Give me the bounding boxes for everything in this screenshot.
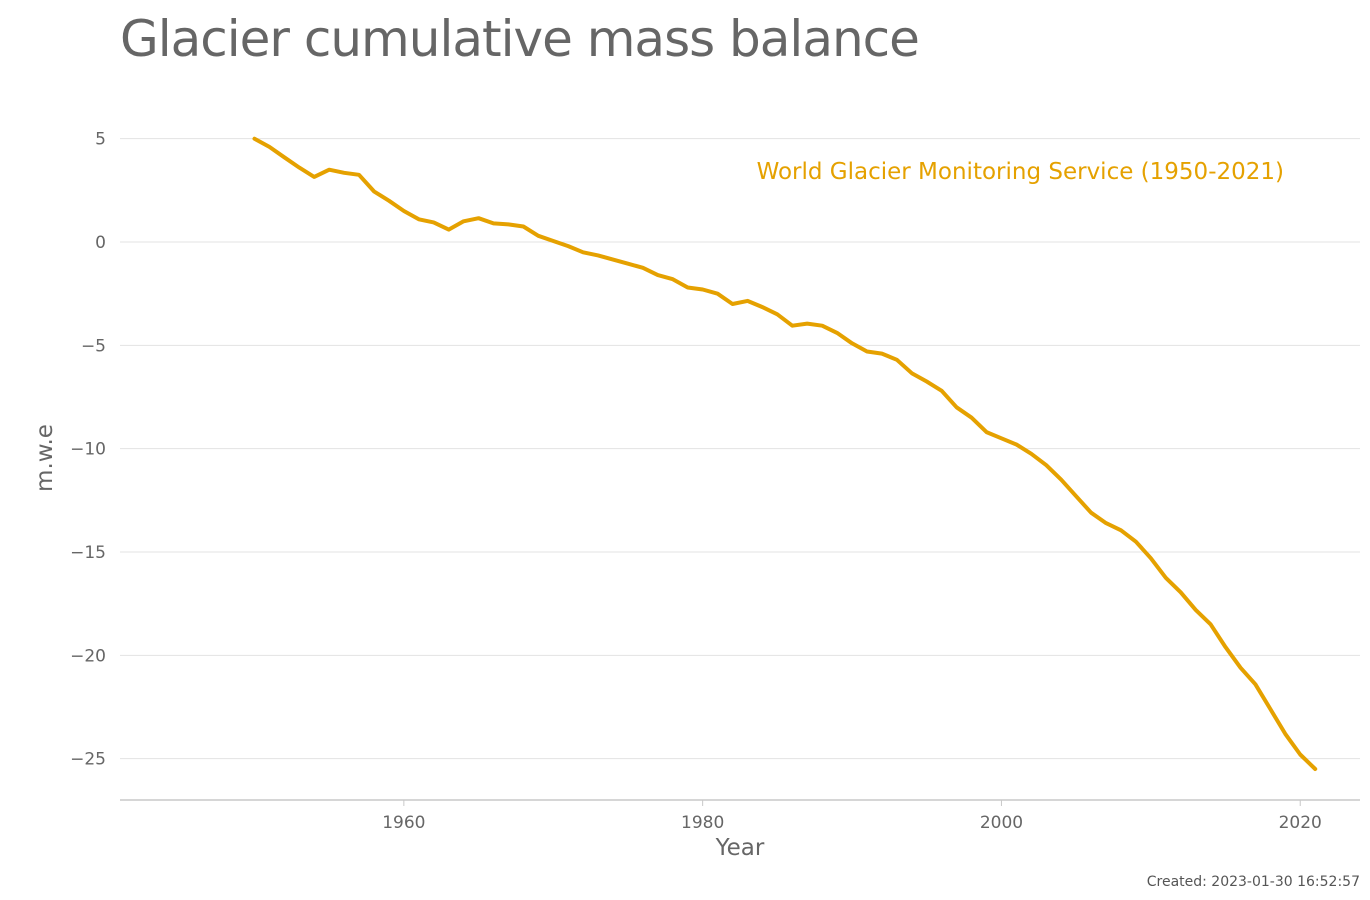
created-timestamp: Created: 2023-01-30 16:52:57	[1146, 874, 1360, 890]
series-layer	[252, 136, 1318, 771]
x-tick-label: 1960	[382, 813, 425, 833]
labels: 5 0 −5 −10 −15 −20 −25 1960 1980 2000 2020 Year m.w.…	[32, 130, 1322, 861]
chart-title: Glacier cumulative mass balance	[120, 10, 920, 68]
axes	[120, 799, 1360, 806]
x-tick-label: 1980	[681, 813, 724, 833]
x-axis-label: Year	[715, 835, 765, 861]
y-tick-label: 5	[95, 130, 106, 150]
gridlines	[120, 138, 1360, 760]
y-axis-label: m.w.e	[32, 424, 58, 492]
series-line	[252, 136, 1318, 771]
y-tick-label: −5	[81, 336, 106, 356]
y-tick-label: 0	[95, 233, 106, 253]
x-tick-label: 2020	[1279, 813, 1322, 833]
x-tick-label: 2000	[980, 813, 1023, 833]
y-tick-label: −15	[70, 543, 106, 563]
y-tick-label: −20	[70, 646, 106, 666]
y-tick-label: −10	[70, 440, 106, 460]
y-tick-label: −25	[70, 750, 106, 770]
series-label: World Glacier Monitoring Service (1950-2…	[757, 159, 1284, 185]
